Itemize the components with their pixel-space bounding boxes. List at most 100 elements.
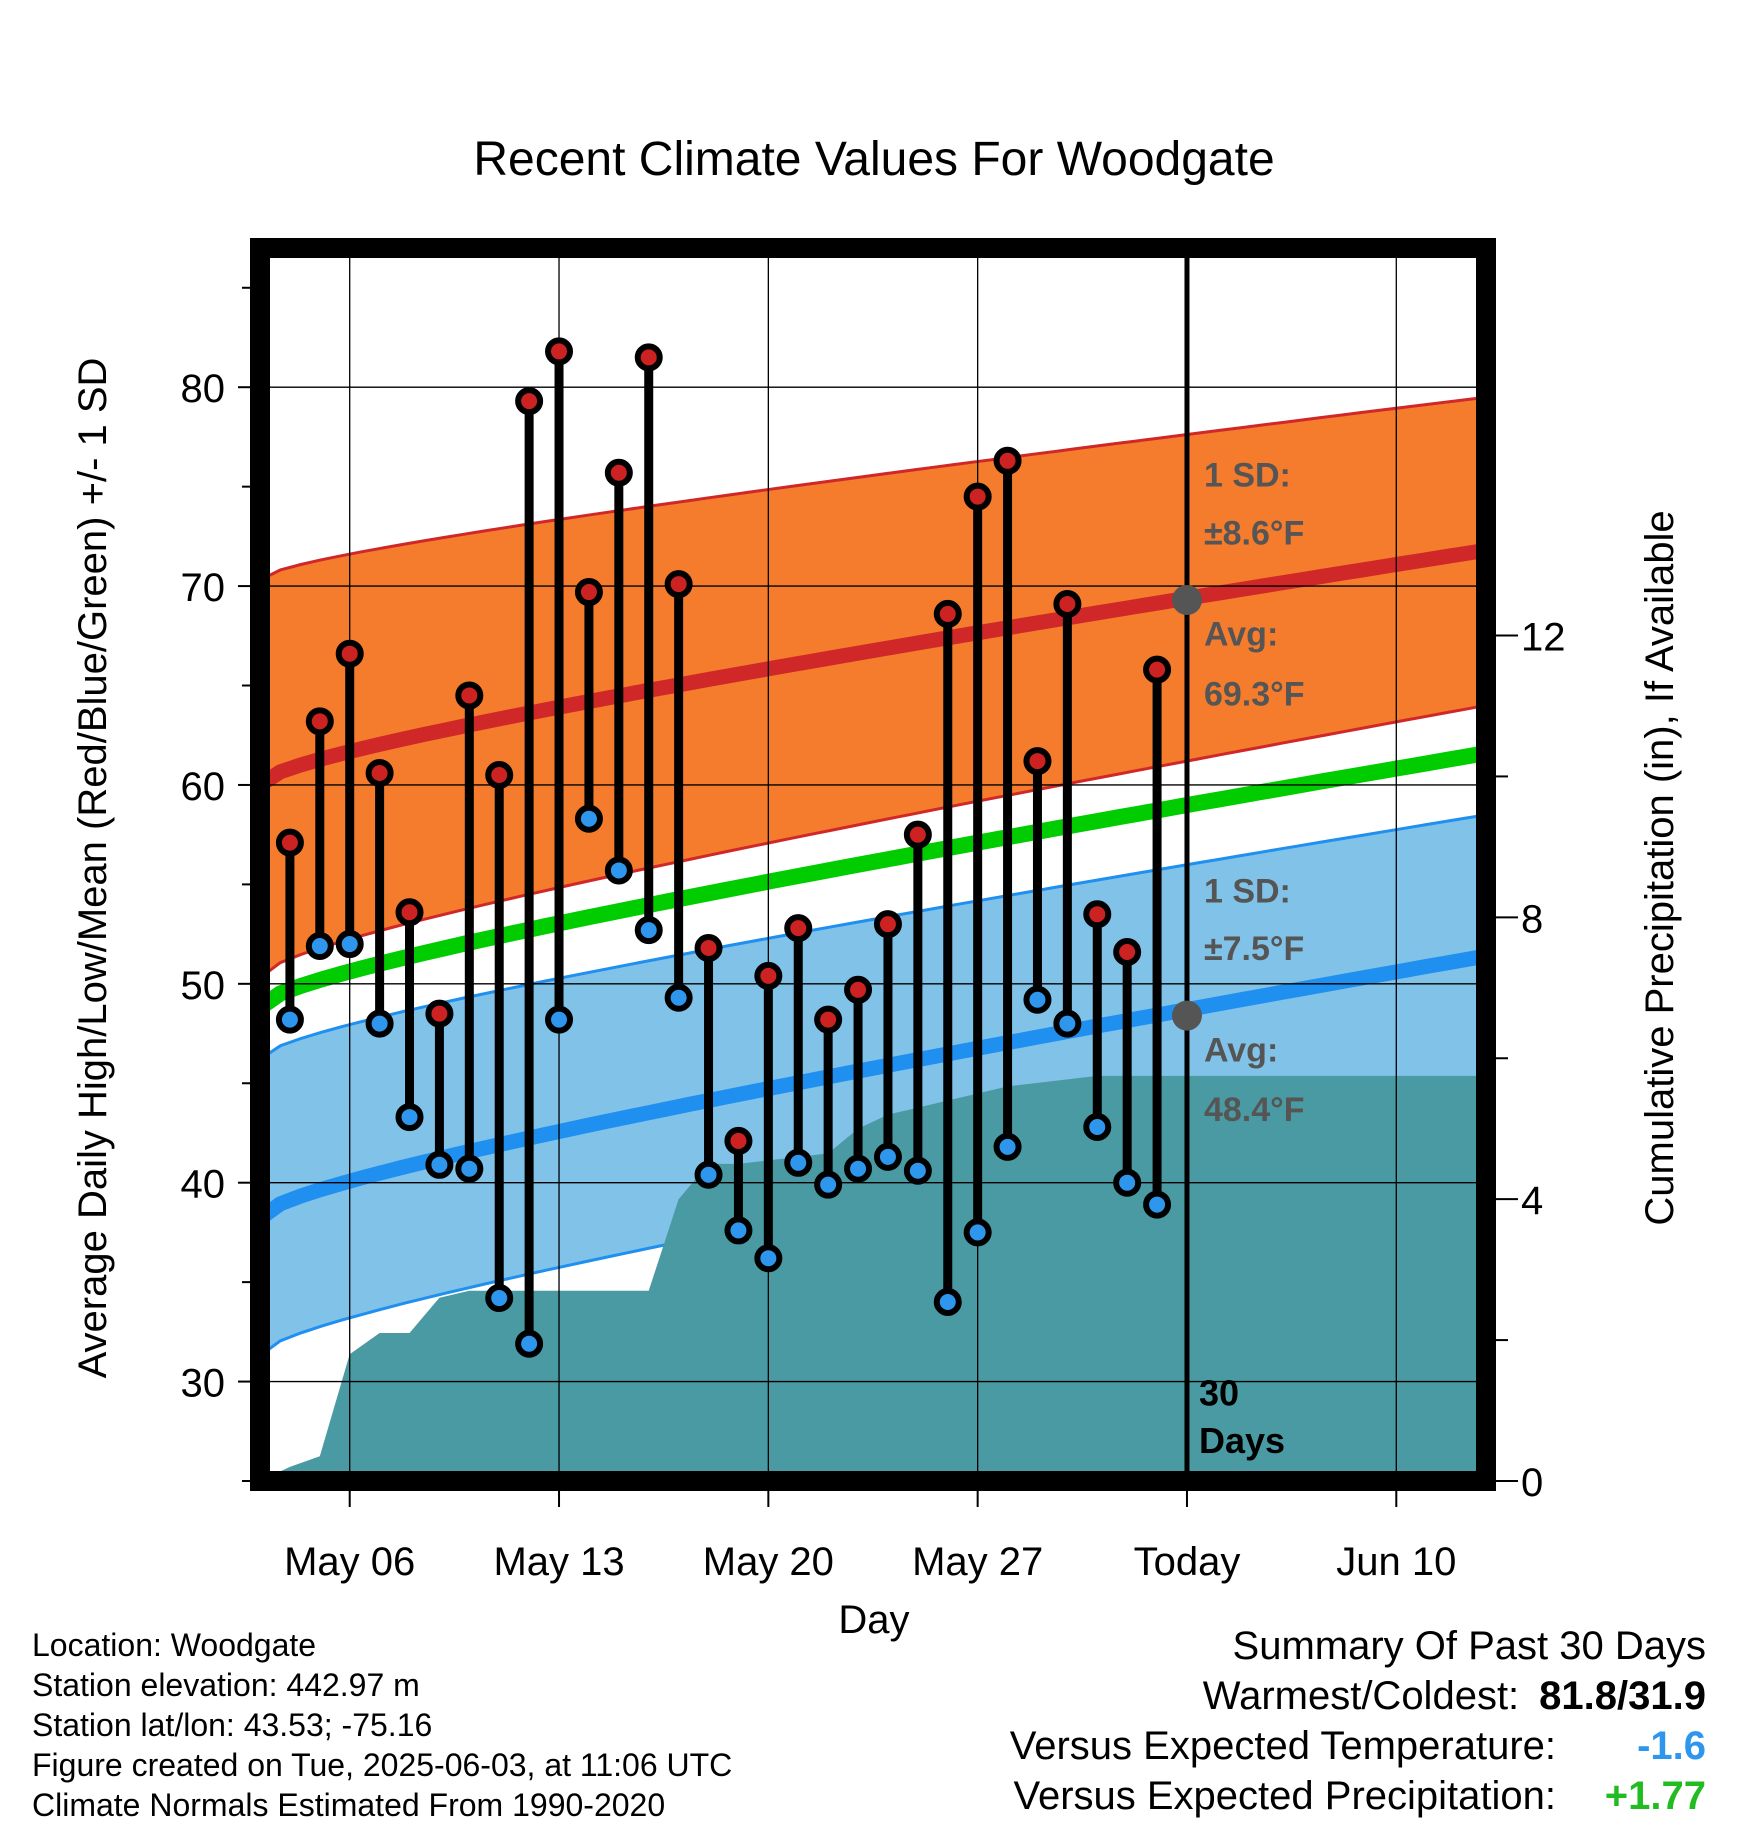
low-sd-upper-line — [260, 813, 1486, 1061]
y2-tick-label: 8 — [1521, 897, 1543, 941]
daily-high-point — [604, 458, 633, 487]
high-avg-value: 69.3°F — [1204, 675, 1305, 713]
y-tick-label: 50 — [181, 964, 226, 1008]
daily-high-point — [545, 337, 574, 366]
plot-frame — [250, 238, 1496, 1491]
low-avg-label: Avg: — [1204, 1031, 1278, 1069]
y2-axis-label: Cumulative Precipitation (in), If Availa… — [1638, 510, 1682, 1225]
low-avg-line — [260, 948, 1486, 1225]
daily-high-point — [814, 1005, 843, 1034]
temp-versus-label: Versus Expected Temperature: — [1009, 1724, 1556, 1768]
daily-high-point — [515, 387, 544, 416]
daily-low-point — [335, 930, 364, 959]
high-avg-label: Avg: — [1204, 616, 1278, 654]
high-sd-label: 1 SD: — [1204, 457, 1291, 495]
high-sd-value: ±8.6°F — [1204, 514, 1304, 552]
daily-high-point — [425, 999, 454, 1028]
daily-low-point — [1143, 1190, 1172, 1219]
daily-low-point — [1113, 1168, 1142, 1197]
summary-panel: Summary Of Past 30 Days Warmest/Coldest:… — [1010, 1621, 1706, 1821]
daily-high-point — [784, 914, 813, 943]
warmest-coldest-value: 81.8/31.9 — [1539, 1674, 1706, 1718]
y-tick-label: 40 — [181, 1163, 226, 1207]
daily-high-point — [903, 820, 932, 849]
low-sd-band — [260, 814, 1486, 1356]
daily-low-point — [604, 856, 633, 885]
daily-low-point — [873, 1142, 902, 1171]
daily-high-point — [694, 934, 723, 963]
today-days-number: 30 — [1199, 1372, 1239, 1413]
elevation-text: Station elevation: 442.97 m — [32, 1667, 420, 1703]
y-tick-label: 30 — [181, 1362, 226, 1406]
today-days-label: Days — [1199, 1420, 1285, 1461]
y-axis-label: Average Daily High/Low/Mean (Red/Blue/Gr… — [71, 358, 115, 1379]
daily-high-point — [993, 446, 1022, 475]
x-tick-label: Today — [1134, 1540, 1241, 1584]
daily-high-point — [485, 761, 514, 790]
y-tick-label: 80 — [181, 367, 226, 411]
daily-low-point — [963, 1218, 992, 1247]
location-text: Location: Woodgate — [32, 1627, 317, 1663]
temp-versus-value: -1.6 — [1637, 1724, 1706, 1768]
daily-low-point — [574, 804, 603, 833]
daily-low-point — [305, 932, 334, 961]
precip-versus-row: Versus Expected Precipitation: +1.77 — [1010, 1771, 1706, 1821]
warmest-coldest-label: Warmest/Coldest: — [1202, 1674, 1520, 1718]
daily-low-point — [784, 1148, 813, 1177]
y2-tick-label: 4 — [1521, 1179, 1543, 1223]
daily-high-point — [275, 828, 304, 857]
y-tick-label: 70 — [181, 566, 226, 610]
daily-low-point — [814, 1170, 843, 1199]
x-tick-label: May 06 — [284, 1540, 415, 1584]
daily-low-point — [395, 1103, 424, 1132]
high-avg-line — [260, 542, 1486, 792]
daily-low-point — [1053, 1009, 1082, 1038]
chart-title: Recent Climate Values For Woodgate — [473, 133, 1274, 186]
high-sd-band — [260, 397, 1486, 978]
daily-high-point — [1083, 900, 1112, 929]
precip-area — [260, 1075, 1486, 1481]
warmest-coldest-row: Warmest/Coldest: 81.8/31.9 — [1010, 1671, 1706, 1721]
daily-high-point — [1023, 747, 1052, 776]
x-tick-label: Jun 10 — [1336, 1540, 1456, 1584]
daily-high-point — [664, 570, 693, 599]
today-high-avg-marker — [1171, 585, 1202, 616]
daily-high-point — [335, 639, 364, 668]
daily-high-point — [305, 707, 334, 736]
daily-low-point — [275, 1005, 304, 1034]
precip-versus-label: Versus Expected Precipitation: — [1013, 1774, 1556, 1818]
x-tick-label: May 27 — [912, 1540, 1043, 1584]
daily-high-point — [1113, 938, 1142, 967]
daily-high-point — [873, 910, 902, 939]
daily-high-point — [754, 961, 783, 990]
created-text: Figure created on Tue, 2025-06-03, at 11… — [32, 1747, 733, 1783]
station-info: Location: Woodgate Station elevation: 44… — [32, 1625, 732, 1825]
daily-high-point — [1143, 655, 1172, 684]
low-sd-value: ±7.5°F — [1204, 930, 1304, 968]
daily-high-point — [724, 1126, 753, 1155]
daily-high-point — [844, 975, 873, 1004]
x-tick-label: May 20 — [703, 1540, 834, 1584]
high-sd-upper-line — [260, 395, 1486, 582]
x-tick-label: May 13 — [493, 1540, 624, 1584]
normals-text: Climate Normals Estimated From 1990-2020 — [32, 1787, 666, 1823]
latlon-text: Station lat/lon: 43.53; -75.16 — [32, 1707, 433, 1743]
low-sd-label: 1 SD: — [1204, 872, 1291, 910]
y-tick-label: 60 — [181, 765, 226, 809]
daily-high-point — [455, 681, 484, 710]
y2-tick-label: 0 — [1521, 1461, 1543, 1505]
daily-low-point — [545, 1005, 574, 1034]
daily-high-point — [365, 759, 394, 788]
daily-low-point — [634, 916, 663, 945]
daily-low-point — [515, 1329, 544, 1358]
precip-versus-value: +1.77 — [1604, 1774, 1706, 1818]
daily-high-point — [574, 578, 603, 607]
daily-low-point — [903, 1156, 932, 1185]
daily-high-point — [933, 599, 962, 628]
daily-low-point — [844, 1154, 873, 1183]
daily-low-point — [933, 1288, 962, 1317]
daily-low-point — [365, 1009, 394, 1038]
y2-tick-label: 12 — [1521, 616, 1566, 660]
daily-low-point — [455, 1154, 484, 1183]
